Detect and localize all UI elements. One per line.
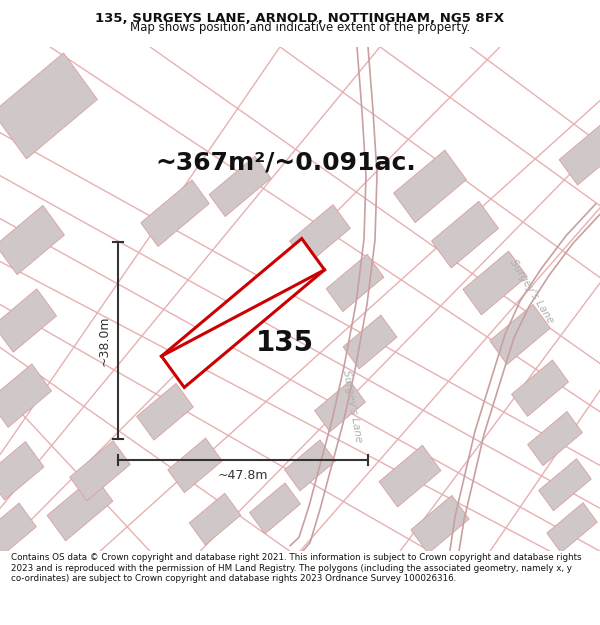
Polygon shape (326, 254, 384, 311)
Polygon shape (431, 201, 499, 268)
Polygon shape (512, 360, 568, 416)
Polygon shape (490, 304, 550, 364)
Text: ~38.0m: ~38.0m (97, 315, 110, 366)
Polygon shape (141, 180, 209, 246)
Polygon shape (70, 441, 130, 501)
Polygon shape (379, 445, 441, 507)
Text: Contains OS data © Crown copyright and database right 2021. This information is : Contains OS data © Crown copyright and d… (11, 554, 581, 583)
Text: ~47.8m: ~47.8m (218, 469, 268, 481)
Polygon shape (411, 496, 469, 554)
Polygon shape (161, 239, 325, 388)
Text: 135, SURGEYS LANE, ARNOLD, NOTTINGHAM, NG5 8FX: 135, SURGEYS LANE, ARNOLD, NOTTINGHAM, N… (95, 12, 505, 25)
Polygon shape (547, 503, 597, 552)
Polygon shape (0, 53, 97, 159)
Text: Surgey's Lane: Surgey's Lane (508, 258, 556, 325)
Text: Map shows position and indicative extent of the property.: Map shows position and indicative extent… (130, 21, 470, 34)
Polygon shape (290, 204, 350, 264)
Polygon shape (0, 364, 52, 428)
Text: Surgey's Lane: Surgey's Lane (341, 369, 363, 443)
Polygon shape (343, 315, 397, 369)
Polygon shape (47, 476, 113, 541)
Polygon shape (539, 459, 592, 511)
Polygon shape (168, 438, 222, 493)
Polygon shape (394, 150, 466, 222)
Polygon shape (527, 411, 583, 466)
Polygon shape (137, 383, 193, 440)
Polygon shape (0, 503, 37, 556)
Polygon shape (250, 483, 301, 534)
Polygon shape (0, 289, 56, 352)
Polygon shape (559, 123, 600, 185)
Polygon shape (189, 493, 241, 545)
Polygon shape (0, 206, 64, 274)
Text: 135: 135 (256, 329, 314, 357)
Text: ~367m²/~0.091ac.: ~367m²/~0.091ac. (155, 151, 416, 175)
Polygon shape (463, 251, 527, 315)
Polygon shape (0, 442, 44, 500)
Polygon shape (314, 381, 365, 432)
Polygon shape (209, 156, 271, 216)
Polygon shape (284, 440, 335, 491)
